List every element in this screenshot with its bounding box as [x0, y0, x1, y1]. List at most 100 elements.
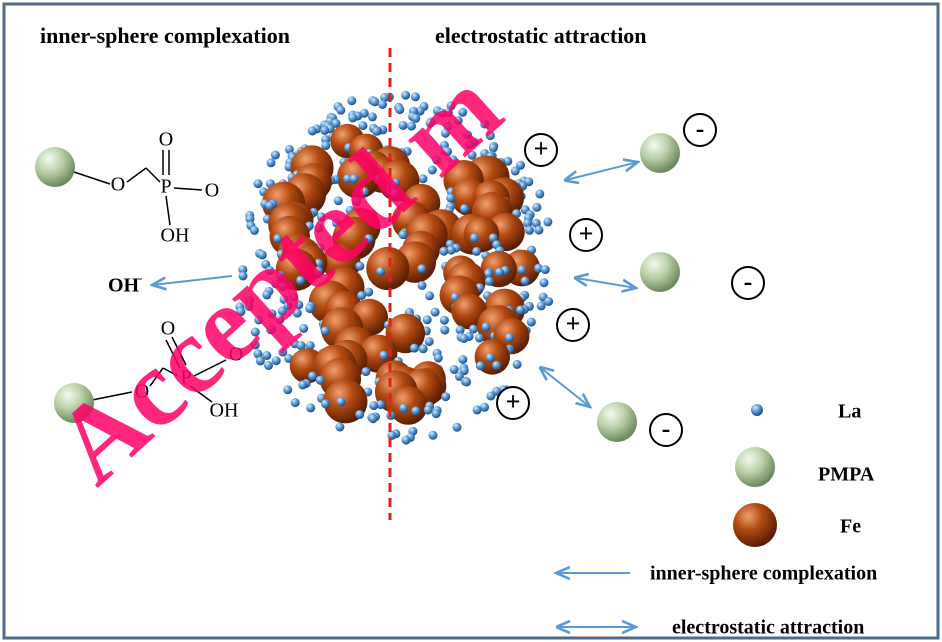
la-sphere — [535, 189, 544, 198]
la-sphere — [336, 106, 345, 115]
la-sphere — [306, 403, 315, 412]
la-sphere — [472, 247, 481, 256]
la-sphere — [429, 431, 438, 440]
hydroxide-charge: - — [138, 270, 142, 285]
atom: O — [159, 129, 173, 151]
header-right: electrostatic attraction — [435, 23, 647, 48]
legend-fe — [733, 503, 777, 547]
la-sphere — [521, 277, 530, 286]
la-sphere — [308, 372, 317, 381]
la-sphere — [460, 204, 469, 213]
la-sphere — [283, 385, 292, 394]
la-sphere — [361, 367, 370, 376]
la-sphere — [505, 333, 514, 342]
la-sphere — [495, 268, 504, 277]
la-sphere — [537, 301, 546, 310]
charge-sign: - — [744, 267, 753, 296]
la-sphere — [516, 306, 525, 315]
la-sphere — [517, 265, 526, 274]
charge-sign: - — [662, 414, 671, 443]
la-sphere — [379, 351, 388, 360]
diagram: inner-sphere complexation electrostatic … — [0, 0, 942, 642]
hydroxide: OH — [108, 275, 140, 297]
la-sphere — [492, 361, 501, 370]
la-sphere — [541, 265, 550, 274]
la-sphere — [485, 277, 494, 286]
legend-pmpa — [735, 447, 775, 487]
pmpa-sphere — [640, 252, 680, 292]
la-sphere — [425, 337, 434, 346]
legend-la — [751, 404, 763, 416]
legend-label: PMPA — [818, 464, 875, 486]
la-sphere — [434, 354, 443, 363]
la-sphere — [425, 291, 434, 300]
legend-label: electrostatic attraction — [672, 617, 864, 639]
charge-sign: + — [566, 309, 581, 338]
charge-sign: + — [534, 134, 549, 163]
la-sphere — [321, 399, 330, 408]
la-sphere — [316, 376, 325, 385]
legend-label: La — [838, 401, 861, 423]
la-sphere — [320, 126, 329, 135]
la-sphere — [347, 96, 356, 105]
la-sphere — [440, 316, 449, 325]
la-sphere — [486, 353, 495, 362]
la-sphere — [410, 344, 419, 353]
la-sphere — [399, 404, 408, 413]
la-sphere — [291, 398, 300, 407]
pmpa-sphere — [597, 402, 637, 442]
la-sphere — [513, 360, 522, 369]
atom: OH — [161, 225, 190, 247]
la-sphere — [336, 397, 345, 406]
la-sphere — [419, 344, 428, 353]
la-sphere — [424, 406, 433, 415]
la-sphere — [473, 405, 482, 414]
la-sphere — [335, 423, 344, 432]
la-sphere — [348, 113, 357, 122]
la-sphere — [470, 233, 479, 242]
la-sphere — [482, 322, 491, 331]
atom: O — [205, 180, 219, 202]
la-sphere — [254, 179, 263, 188]
la-sphere — [417, 264, 426, 273]
la-sphere — [527, 318, 536, 327]
la-sphere — [431, 308, 440, 317]
la-sphere — [369, 401, 378, 410]
la-sphere — [525, 226, 534, 235]
la-sphere — [439, 247, 448, 256]
la-sphere — [534, 226, 543, 235]
la-sphere — [298, 380, 307, 389]
la-sphere — [418, 281, 427, 290]
charge-sign: + — [579, 219, 594, 248]
la-sphere — [458, 355, 467, 364]
legend-label: inner-sphere complexation — [650, 563, 877, 585]
fe-sphere — [389, 386, 428, 425]
la-sphere — [475, 334, 484, 343]
la-sphere — [462, 377, 471, 386]
la-sphere — [476, 361, 485, 370]
legend-label: Fe — [840, 516, 861, 538]
atom: P — [160, 176, 171, 198]
la-sphere — [511, 167, 520, 176]
la-sphere — [402, 436, 411, 445]
header-left: inner-sphere complexation — [40, 23, 290, 48]
la-sphere — [321, 326, 330, 335]
la-sphere — [453, 423, 462, 432]
charge-sign: + — [506, 387, 521, 416]
la-sphere — [543, 217, 552, 226]
la-sphere — [267, 158, 276, 167]
la-sphere — [423, 315, 432, 324]
atom: O — [111, 174, 125, 196]
la-sphere — [486, 392, 495, 401]
la-sphere — [271, 151, 280, 160]
la-sphere — [432, 409, 441, 418]
la-sphere — [369, 414, 378, 423]
la-sphere — [440, 326, 449, 335]
charge-sign: - — [696, 114, 705, 143]
molecule-top-bonds — [74, 150, 202, 225]
la-sphere — [532, 203, 541, 212]
la-sphere — [441, 392, 450, 401]
pmpa-sphere — [640, 133, 680, 173]
la-sphere — [460, 334, 469, 343]
la-sphere — [355, 410, 364, 419]
